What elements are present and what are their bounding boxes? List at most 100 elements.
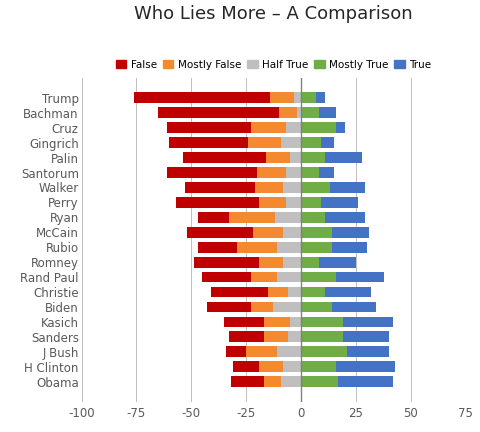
Bar bbox=[301, 361, 336, 372]
Bar bbox=[301, 376, 338, 387]
Bar bbox=[270, 92, 294, 103]
Bar bbox=[182, 152, 266, 163]
Bar bbox=[321, 197, 358, 208]
Bar bbox=[228, 331, 264, 342]
Bar bbox=[167, 167, 257, 178]
Bar bbox=[301, 167, 319, 178]
Legend: False, Mostly False, Half True, Mostly True, True: False, Mostly False, Half True, Mostly T… bbox=[112, 55, 435, 74]
Bar bbox=[330, 182, 365, 193]
Bar bbox=[281, 137, 301, 148]
Bar bbox=[253, 227, 284, 238]
Bar bbox=[251, 272, 277, 283]
Bar bbox=[284, 182, 301, 193]
Bar bbox=[176, 197, 259, 208]
Bar bbox=[259, 197, 286, 208]
Bar bbox=[286, 167, 301, 178]
Bar bbox=[336, 272, 384, 283]
Bar bbox=[284, 361, 301, 372]
Bar bbox=[347, 346, 389, 357]
Bar bbox=[338, 376, 393, 387]
Bar bbox=[325, 212, 365, 223]
Bar bbox=[264, 376, 281, 387]
Bar bbox=[211, 287, 268, 297]
Bar bbox=[277, 346, 301, 357]
Bar bbox=[286, 122, 301, 133]
Bar bbox=[301, 108, 319, 118]
Bar bbox=[301, 137, 321, 148]
Bar bbox=[325, 152, 362, 163]
Bar bbox=[301, 122, 336, 133]
Bar bbox=[284, 257, 301, 267]
Bar bbox=[264, 317, 290, 327]
Bar bbox=[301, 242, 332, 253]
Bar bbox=[198, 242, 238, 253]
Bar bbox=[301, 272, 336, 283]
Bar bbox=[224, 317, 264, 327]
Bar bbox=[343, 317, 393, 327]
Bar bbox=[268, 287, 288, 297]
Bar bbox=[290, 152, 301, 163]
Bar bbox=[238, 242, 277, 253]
Bar bbox=[228, 212, 275, 223]
Bar bbox=[301, 227, 332, 238]
Bar bbox=[301, 197, 321, 208]
Bar bbox=[336, 122, 345, 133]
Bar bbox=[251, 302, 273, 312]
Bar bbox=[259, 257, 284, 267]
Bar bbox=[294, 92, 301, 103]
Bar bbox=[233, 361, 259, 372]
Bar bbox=[231, 376, 264, 387]
Bar bbox=[297, 108, 301, 118]
Bar bbox=[264, 331, 288, 342]
Bar bbox=[332, 242, 367, 253]
Bar bbox=[332, 302, 376, 312]
Bar bbox=[319, 167, 334, 178]
Bar bbox=[248, 137, 281, 148]
Bar bbox=[207, 302, 251, 312]
Bar bbox=[158, 108, 279, 118]
Bar bbox=[259, 361, 284, 372]
Bar bbox=[321, 137, 334, 148]
Bar bbox=[187, 227, 253, 238]
Bar bbox=[301, 257, 319, 267]
Bar bbox=[185, 182, 255, 193]
Bar bbox=[319, 108, 336, 118]
Bar bbox=[301, 331, 343, 342]
Bar bbox=[246, 346, 277, 357]
Bar bbox=[301, 287, 325, 297]
Bar bbox=[332, 227, 369, 238]
Bar bbox=[301, 182, 330, 193]
Bar bbox=[273, 302, 301, 312]
Bar bbox=[301, 92, 316, 103]
Bar bbox=[277, 242, 301, 253]
Bar bbox=[255, 182, 284, 193]
Bar bbox=[316, 92, 325, 103]
Bar bbox=[251, 122, 286, 133]
Bar bbox=[301, 212, 325, 223]
Bar bbox=[279, 108, 297, 118]
Bar bbox=[227, 346, 246, 357]
Bar bbox=[288, 331, 301, 342]
Bar bbox=[286, 197, 301, 208]
Bar bbox=[336, 361, 396, 372]
Bar bbox=[134, 92, 270, 103]
Bar bbox=[325, 287, 371, 297]
Bar bbox=[167, 122, 251, 133]
Bar bbox=[275, 212, 301, 223]
Bar bbox=[281, 376, 301, 387]
Bar bbox=[343, 331, 389, 342]
Bar bbox=[288, 287, 301, 297]
Title: Who Lies More – A Comparison: Who Lies More – A Comparison bbox=[134, 6, 413, 23]
Bar bbox=[301, 152, 325, 163]
Bar bbox=[266, 152, 290, 163]
Bar bbox=[290, 317, 301, 327]
Bar bbox=[198, 212, 228, 223]
Bar bbox=[193, 257, 259, 267]
Bar bbox=[257, 167, 286, 178]
Bar bbox=[284, 227, 301, 238]
Bar bbox=[169, 137, 248, 148]
Bar bbox=[301, 317, 343, 327]
Bar bbox=[319, 257, 356, 267]
Bar bbox=[277, 272, 301, 283]
Bar bbox=[301, 302, 332, 312]
